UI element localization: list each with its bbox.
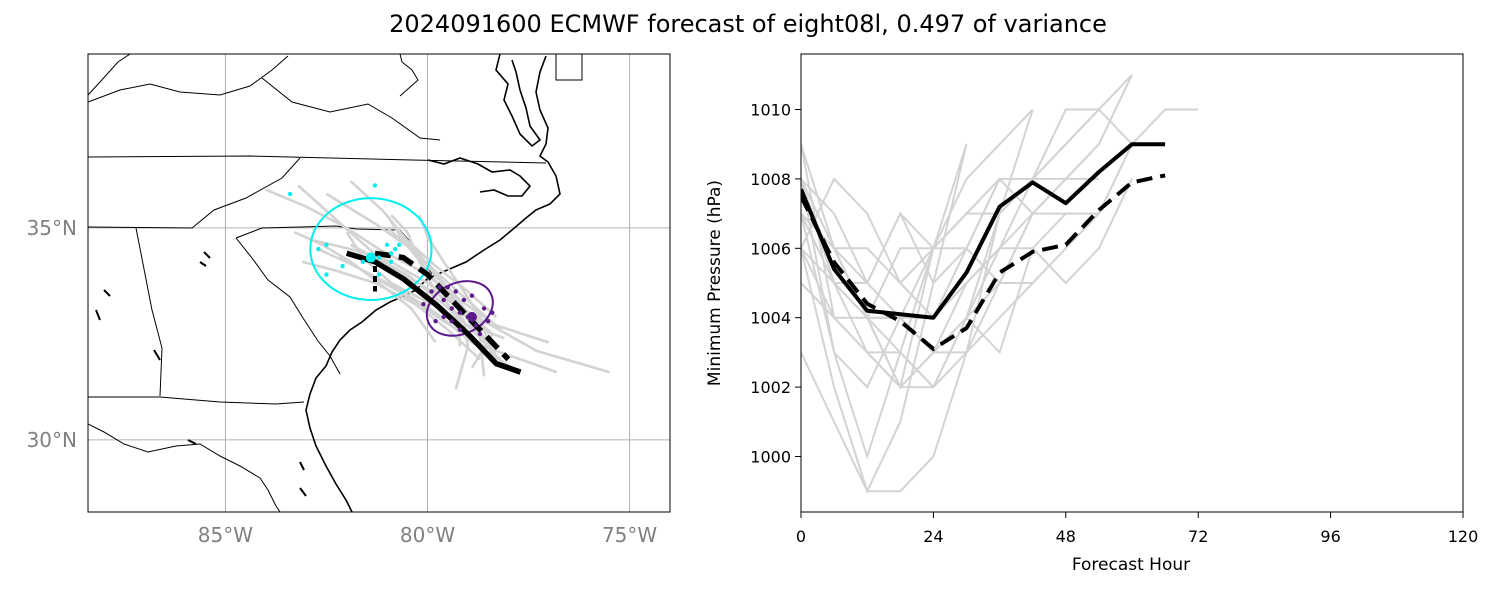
cluster-a-ellipse [309,197,433,301]
cluster-b-point [433,318,438,324]
state-border-fl-ga [88,396,305,405]
ensemble-pressure-line [801,143,968,494]
ensemble-mean-track [345,250,522,375]
ensemble-track [317,247,558,374]
map-xtick-label: 85°W [198,523,253,547]
x-tick-label: 24 [923,527,943,546]
y-tick-label: 1010 [750,101,791,120]
coastline-gulf [88,423,281,512]
cluster-a-center [365,252,376,263]
cluster-b-point [449,318,454,324]
cluster-b-point [461,297,467,303]
cluster-b-point [429,289,434,294]
x-tick-label: 0 [796,527,806,546]
map-ytick-label: 35°N [27,216,77,240]
y-tick-label: 1000 [750,447,791,466]
ensemble-track [301,260,481,361]
cluster-a-point [316,246,321,252]
map-frame [87,53,671,513]
cluster-a-point [388,259,394,264]
map-ytick-label: 30°N [27,428,77,452]
map-tracks [265,180,610,390]
cluster-a-point [372,183,378,188]
ensemble-pressure-line [801,108,1034,389]
cluster-b-point [469,293,475,298]
cluster-b-point [453,289,458,294]
cluster-b-point [421,302,426,307]
cluster-a-point [397,242,402,248]
cluster-a-point [384,242,390,248]
state-border-va-md [261,77,441,141]
mean-pressure-line [801,142,1166,320]
cluster-b-point [485,318,491,324]
map-xtick-label: 75°W [602,523,657,547]
state-border-al-ga [135,227,163,397]
cluster-b-center [466,311,477,322]
ensemble-pressure-line [801,143,968,391]
x-tick-label: 72 [1188,527,1208,546]
pressure-chart-panel: 0 24 48 72 96 120 1000 1002 1004 1006 1008 1010 For… [705,53,1478,575]
y-tick-label: 1004 [750,309,791,328]
cluster-a-point [340,263,345,269]
cluster-b-point [473,323,479,328]
y-tick-label: 1006 [750,239,791,258]
cluster-b-point [477,331,483,337]
x-tick-label: 48 [1056,527,1076,546]
state-border-ky-tn [88,54,131,96]
ensemble-pressure-line [801,109,1034,493]
cluster-b-ellipse [425,280,494,337]
cluster-b-point [489,310,495,315]
x-tick-label: 120 [1448,527,1479,546]
x-axis-label: Forecast Hour [1072,555,1190,575]
ensemble-track [293,230,437,344]
cluster-b-point [457,310,463,315]
lake-marks [95,251,307,497]
figure-title: 2024091600 ECMWF forecast of eight08l, 0… [389,10,1107,38]
state-border-md-de [555,54,583,81]
y-tick-label: 1002 [750,378,791,397]
state-border-nc-va [88,155,547,164]
map-tick-labels: 85°W 80°W 75°W 35°N 30°N [27,216,658,547]
cluster-b-point [437,285,442,290]
map-xtick-label: 80°W [400,523,455,547]
cluster-a-point [324,272,329,277]
state-border-ga-sc [235,237,341,375]
state-border-small [399,54,419,97]
cluster-b-point [449,306,454,311]
cluster-b-point [441,297,446,303]
cluster-b-point [441,314,446,320]
cluster-a-point [392,246,398,252]
cluster-a-point [376,255,382,260]
cluster-b-point [445,285,450,290]
ensemble-pressure-line [801,178,1067,354]
pressure-tick-labels: 0 24 48 72 96 120 1000 1002 1004 1006 1008 1010 [750,101,1478,546]
ensemble-pressure-line [801,177,1099,319]
coastline-chesapeake [495,54,542,148]
coastline-sounds [427,157,532,197]
x-tick-label: 96 [1320,527,1340,546]
cluster-a-point [324,242,329,248]
state-border-wv-va [88,55,289,103]
y-axis-label: Minimum Pressure (hPa) [705,180,725,386]
pressure-lines [801,74,1199,494]
cluster-a-point [376,272,382,277]
y-tick-label: 1008 [750,170,791,189]
pressure-axes-frame [800,53,1464,513]
cluster-a-point [388,251,394,256]
track-map-panel: 85°W 80°W 75°W 35°N 30°N [27,53,671,547]
cluster-b-point [481,306,487,311]
cluster-a-point [287,191,293,197]
control-pressure-line [801,173,1166,352]
cluster-b-point [457,327,463,332]
state-border-tn-nc [88,157,301,229]
cluster-a-point [360,259,366,264]
